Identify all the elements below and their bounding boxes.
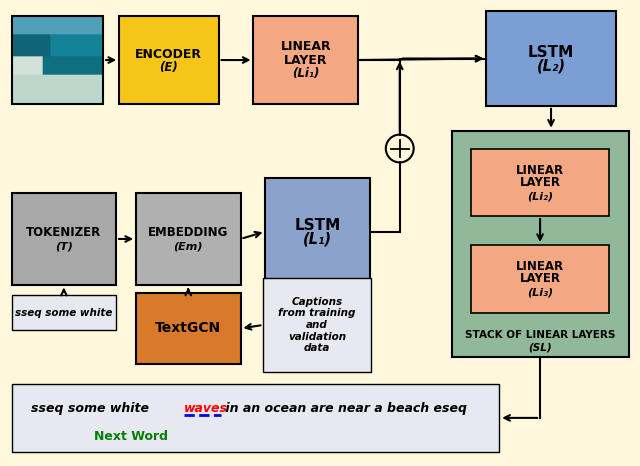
- Text: (L₁): (L₁): [303, 232, 332, 247]
- FancyBboxPatch shape: [472, 245, 609, 313]
- Text: waves: waves: [184, 403, 228, 416]
- Text: LAYER: LAYER: [520, 176, 561, 189]
- Text: LSTM: LSTM: [294, 218, 340, 233]
- Text: (T): (T): [55, 242, 73, 252]
- Text: sseq some white: sseq some white: [15, 308, 113, 317]
- Text: LAYER: LAYER: [284, 54, 328, 67]
- FancyBboxPatch shape: [472, 149, 609, 216]
- Text: (E): (E): [159, 62, 178, 75]
- FancyBboxPatch shape: [451, 130, 628, 357]
- Text: (L₂): (L₂): [536, 59, 566, 74]
- Text: (Li₃): (Li₃): [527, 288, 553, 298]
- FancyBboxPatch shape: [136, 193, 241, 285]
- Text: in an ocean are near a beach eseq: in an ocean are near a beach eseq: [221, 403, 467, 416]
- Text: TOKENIZER: TOKENIZER: [26, 226, 102, 240]
- Text: (Li₂): (Li₂): [527, 191, 553, 201]
- FancyBboxPatch shape: [119, 16, 219, 104]
- Circle shape: [386, 135, 413, 163]
- Text: sseq some white: sseq some white: [31, 403, 154, 416]
- FancyBboxPatch shape: [12, 193, 116, 285]
- Text: ENCODER: ENCODER: [135, 48, 202, 61]
- FancyBboxPatch shape: [264, 278, 371, 372]
- Text: (Li₁): (Li₁): [292, 68, 319, 81]
- FancyBboxPatch shape: [12, 295, 116, 330]
- Text: STACK OF LINEAR LAYERS: STACK OF LINEAR LAYERS: [465, 330, 615, 340]
- Text: (SL): (SL): [528, 343, 552, 352]
- Text: LINEAR: LINEAR: [280, 40, 331, 53]
- FancyBboxPatch shape: [12, 384, 499, 452]
- Text: (Em): (Em): [173, 242, 203, 252]
- Text: LINEAR: LINEAR: [516, 260, 564, 273]
- FancyBboxPatch shape: [136, 293, 241, 364]
- Text: LINEAR: LINEAR: [516, 164, 564, 177]
- FancyBboxPatch shape: [486, 11, 616, 106]
- Text: Captions
from training
and
validation
data: Captions from training and validation da…: [278, 297, 356, 353]
- FancyBboxPatch shape: [266, 178, 370, 285]
- Text: TextGCN: TextGCN: [155, 322, 221, 336]
- Text: LSTM: LSTM: [528, 45, 574, 60]
- Bar: [12, 16, 103, 104]
- FancyBboxPatch shape: [253, 16, 358, 104]
- Text: LAYER: LAYER: [520, 272, 561, 285]
- Text: EMBEDDING: EMBEDDING: [148, 226, 228, 240]
- Text: Next Word: Next Word: [94, 430, 168, 443]
